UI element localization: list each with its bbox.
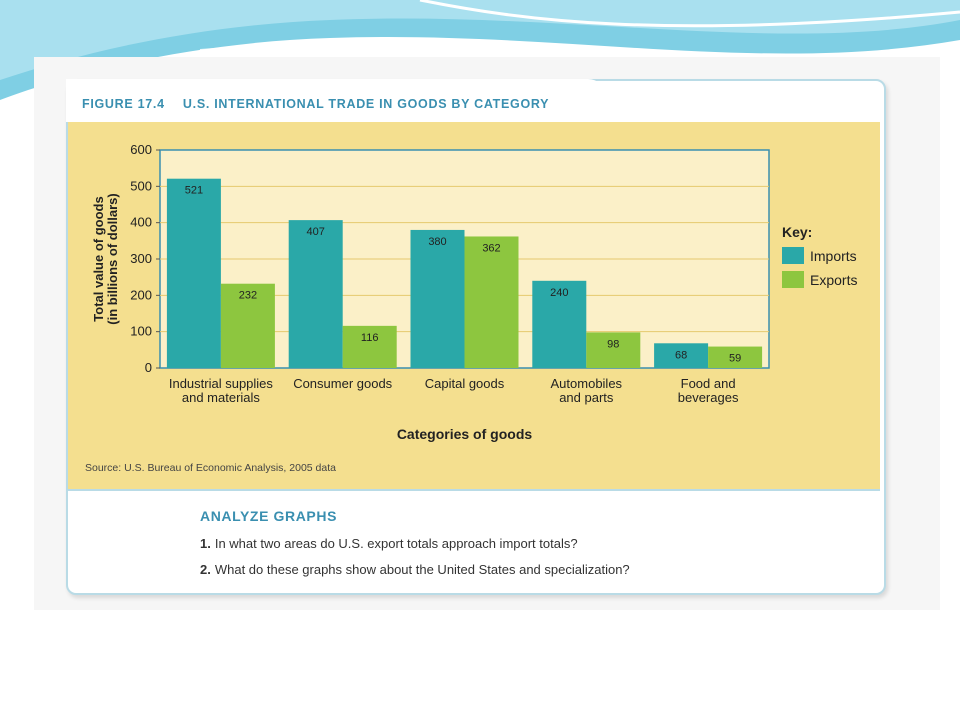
x-tick-label-line: and materials <box>182 390 261 405</box>
y-tick-label: 500 <box>130 178 152 193</box>
slide-swoosh-decoration <box>0 0 960 100</box>
question-1: 1. In what two areas do U.S. export total… <box>200 536 578 551</box>
source-note: Source: U.S. Bureau of Economic Analysis… <box>85 462 336 474</box>
x-tick-label-line: Automobiles <box>551 376 623 391</box>
y-axis-label-line: Total value of goods <box>91 196 106 321</box>
legend-swatch <box>782 271 804 288</box>
data-label: 380 <box>428 236 446 248</box>
x-axis-label: Categories of goods <box>397 426 533 442</box>
question-number: 2. <box>200 562 211 577</box>
y-tick-label: 600 <box>130 142 152 157</box>
y-tick-label: 300 <box>130 251 152 266</box>
data-label: 240 <box>550 287 568 299</box>
x-tick-label-line: Capital goods <box>425 376 505 391</box>
data-label: 116 <box>361 332 379 344</box>
data-label: 362 <box>482 242 500 254</box>
legend-label: Exports <box>810 272 857 288</box>
export-bar <box>220 283 275 368</box>
import-bar <box>166 178 221 368</box>
x-tick-label: Capital goods <box>425 376 505 391</box>
import-bar <box>288 220 343 368</box>
import-bar <box>532 280 587 368</box>
legend-label: Imports <box>810 248 857 264</box>
y-axis-label: Total value of goods(in billions of doll… <box>91 193 120 324</box>
figure-title: FIGURE 17.4 U.S. INTERNATIONAL TRADE IN … <box>82 97 549 111</box>
question-number: 1. <box>200 536 211 551</box>
data-label: 98 <box>607 338 619 350</box>
data-label: 232 <box>239 290 257 302</box>
x-tick-label-line: Industrial supplies <box>169 376 274 391</box>
analyze-heading: ANALYZE GRAPHS <box>200 508 338 524</box>
x-tick-label-line: and parts <box>559 390 614 405</box>
x-tick-label-line: Consumer goods <box>293 376 392 391</box>
export-bar <box>708 346 763 368</box>
export-bar <box>586 332 641 368</box>
x-tick-label: Automobiles and parts <box>551 376 623 405</box>
import-bar <box>410 229 465 368</box>
export-bar <box>342 325 397 368</box>
data-label: 407 <box>307 226 325 238</box>
y-tick-label: 100 <box>130 324 152 339</box>
x-tick-label: Industrial supplies and materials <box>169 376 274 405</box>
y-tick-label: 200 <box>130 287 152 302</box>
question-2: 2. What do these graphs show about the Un… <box>200 562 630 577</box>
figure-number: FIGURE 17.4 <box>82 97 165 111</box>
y-tick-label: 400 <box>130 215 152 230</box>
x-tick-label-line: Food and <box>681 376 736 391</box>
data-label: 521 <box>185 185 203 197</box>
x-tick-label: Consumer goods <box>293 376 392 391</box>
legend-title: Key: <box>782 224 812 240</box>
question-text: What do these graphs show about the Unit… <box>214 562 630 577</box>
x-tick-label: Food and beverages <box>678 376 739 405</box>
export-bar <box>464 236 519 368</box>
title-tab <box>66 79 606 122</box>
import-bar <box>654 343 709 368</box>
data-label: 59 <box>729 353 741 365</box>
figure-title-text: U.S. INTERNATIONAL TRADE IN GOODS BY CAT… <box>182 97 550 111</box>
question-text: In what two areas do U.S. export totals … <box>214 536 578 551</box>
legend-swatch <box>782 247 804 264</box>
data-label: 68 <box>675 349 687 361</box>
y-tick-label: 0 <box>145 360 152 375</box>
x-tick-label-line: beverages <box>678 390 739 405</box>
y-axis-label-line: (in billions of dollars) <box>105 193 120 324</box>
